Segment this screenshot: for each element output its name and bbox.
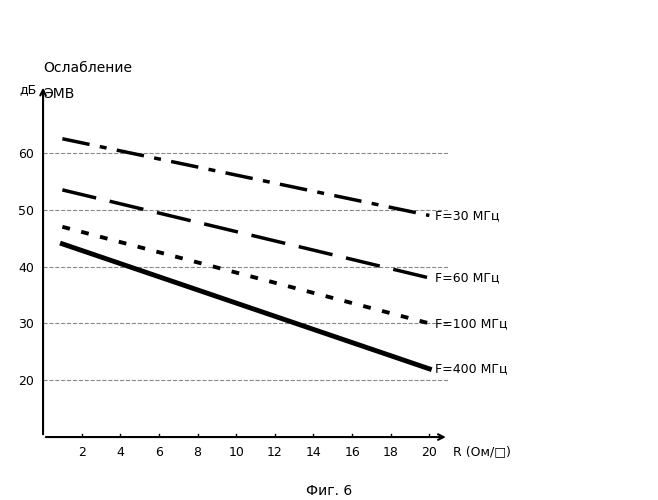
Text: Фиг. 6: Фиг. 6 [306, 484, 352, 498]
Text: R (Ом/□): R (Ом/□) [453, 446, 511, 458]
Text: дБ: дБ [19, 83, 36, 96]
Text: F=30 МГц: F=30 МГц [435, 209, 499, 222]
Text: F=100 МГц: F=100 МГц [435, 317, 508, 330]
Text: F=400 МГц: F=400 МГц [435, 362, 508, 376]
Text: ЭМВ: ЭМВ [43, 87, 74, 101]
Text: F=60 МГц: F=60 МГц [435, 272, 499, 284]
Text: Ослабление: Ослабление [43, 60, 132, 74]
